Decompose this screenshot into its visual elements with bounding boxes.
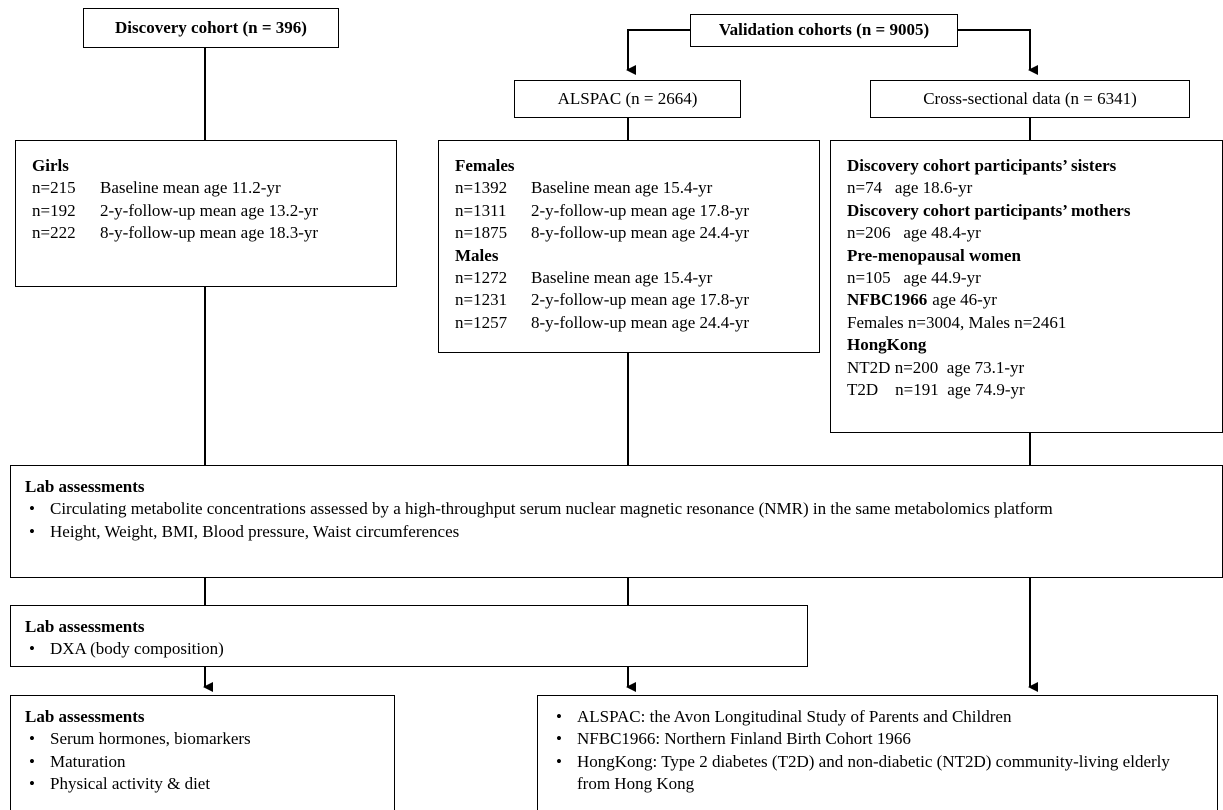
box-title: Discovery cohort (n = 396) [115,17,307,37]
lab-discovery-box: Lab assessments Serum hormones, biomarker… [10,695,395,810]
line-text: n=206 age 48.4-yr [847,223,981,243]
heading: Males [455,245,499,265]
bullet-item: Maturation [25,751,384,774]
bullet-item: NFBC1966: Northern Finland Birth Cohort … [552,728,1177,751]
heading: NFBC1966 [847,290,928,310]
description: 2-y-follow-up mean age 17.8-yr [531,290,750,310]
n-count: n=1311 [455,200,507,220]
bullet-item: DXA (body composition) [25,638,797,661]
row: n=215 Baseline mean age 11.2-yr [32,177,396,199]
line-text: NT2D n=200 age 73.1-yr [847,357,1025,377]
n-count: n=222 [32,223,76,243]
line-text: n=74 age 18.6-yr [847,178,973,198]
line-text: T2D n=191 age 74.9-yr [847,380,1025,400]
box-heading: Lab assessments [25,707,145,726]
group-heading: NFBC1966 age 46-yr [847,289,1222,311]
arrow [958,29,1038,75]
line-text: n=105 age 44.9-yr [847,268,981,288]
lab-common-box: Lab assessments Circulating metabolite co… [10,465,1223,578]
heading: HongKong [847,335,927,355]
bullet-item: Serum hormones, biomarkers [25,728,384,751]
discovery-box: Discovery cohort (n = 396) [83,8,339,48]
group-heading: Pre-menopausal women [847,245,1222,267]
n-count: n=1875 [455,223,508,243]
heading: Girls [32,156,69,175]
n-count: n=1257 [455,312,508,332]
description: 8-y-follow-up mean age 24.4-yr [531,312,750,332]
row: n=1257 8-y-follow-up mean age 24.4-yr [455,312,819,334]
n-count: n=215 [32,178,76,198]
box-title: Validation cohorts (n = 9005) [718,20,930,40]
row: n=1311 2-y-follow-up mean age 17.8-yr [455,200,819,222]
description: Baseline mean age 15.4-yr [531,268,713,288]
box-heading: Lab assessments [25,477,145,496]
line-text: Females n=3004, Males n=2461 [847,312,1067,332]
description: 8-y-follow-up mean age 18.3-yr [100,223,319,243]
box-title: ALSPAC (n = 2664) [557,88,698,108]
description: 2-y-follow-up mean age 17.8-yr [531,200,750,220]
group-heading: Girls [32,155,396,177]
group-heading: HongKong [847,334,1222,356]
row: n=1875 8-y-follow-up mean age 24.4-yr [455,222,819,244]
lab-dxa-box: Lab assessments DXA (body composition) [10,605,808,667]
bullet-item: Circulating metabolite concentrations as… [25,498,1212,521]
girls-box: Girls n=215 Baseline mean age 11.2-yr n=192… [15,140,397,287]
bullet-item: Height, Weight, BMI, Blood pressure, Wai… [25,521,1212,544]
row: n=222 8-y-follow-up mean age 18.3-yr [32,222,396,244]
bullet-item: HongKong: Type 2 diabetes (T2D) and non-… [552,751,1177,796]
bullet-item: ALSPAC: the Avon Longitudinal Study of P… [552,706,1177,729]
heading: Pre-menopausal women [847,245,1021,265]
n-count: n=1231 [455,290,508,310]
validation-box: Validation cohorts (n = 9005) [690,14,958,47]
row: n=1272 Baseline mean age 15.4-yr [455,267,819,289]
n-count: n=192 [32,200,76,220]
cross-sectional-box: Cross-sectional data (n = 6341) [870,80,1190,118]
description: Baseline mean age 11.2-yr [100,178,281,198]
row: n=1392 Baseline mean age 15.4-yr [455,177,819,199]
alspac-groups-box: Females n=1392 Baseline mean age 15.4-yr n=… [438,140,820,353]
group-heading: Discovery cohort participants’ mothers [847,200,1222,222]
box-heading: Lab assessments [25,617,145,636]
arrow [626,29,690,75]
group-heading: Females [455,155,819,177]
heading: Discovery cohort participants’ mothers [847,200,1131,220]
abbreviations-box: ALSPAC: the Avon Longitudinal Study of P… [537,695,1218,810]
description: 2-y-follow-up mean age 13.2-yr [100,200,319,220]
group-heading: Discovery cohort participants’ sisters [847,155,1222,177]
n-count: n=1272 [455,268,508,288]
group-heading: Males [455,245,819,267]
heading: Females [455,156,515,175]
heading-note: age 46-yr [932,290,997,310]
cross-groups-box: Discovery cohort participants’ sisters n=… [830,140,1223,433]
heading: Discovery cohort participants’ sisters [847,156,1117,175]
box-title: Cross-sectional data (n = 6341) [923,88,1137,108]
description: Baseline mean age 15.4-yr [531,178,713,198]
n-count: n=1392 [455,178,508,198]
row: n=192 2-y-follow-up mean age 13.2-yr [32,200,396,222]
alspac-box: ALSPAC (n = 2664) [514,80,741,118]
description: 8-y-follow-up mean age 24.4-yr [531,223,750,243]
bullet-item: Physical activity & diet [25,773,384,796]
row: n=1231 2-y-follow-up mean age 17.8-yr [455,289,819,311]
